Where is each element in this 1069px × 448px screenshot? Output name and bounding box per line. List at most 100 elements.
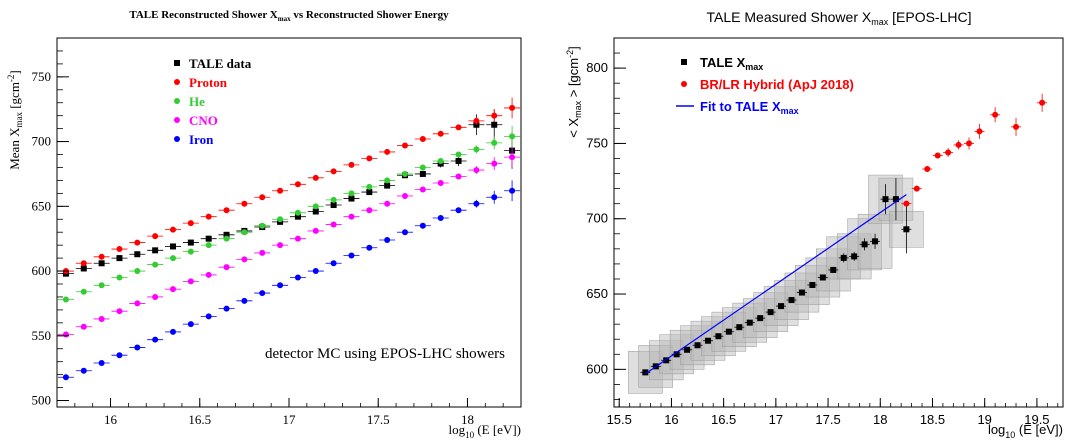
data-point xyxy=(455,158,462,164)
data-point xyxy=(259,194,266,201)
data-point xyxy=(509,187,516,194)
data-point xyxy=(966,140,973,147)
ylabel-main: Mean X xyxy=(7,127,22,170)
data-point xyxy=(205,271,212,278)
data-point xyxy=(384,236,391,243)
data-point xyxy=(277,187,284,194)
data-point xyxy=(152,261,159,268)
ylabel-subscript: max xyxy=(14,112,24,128)
data-point xyxy=(509,133,516,140)
data-point xyxy=(134,300,141,307)
legend-label-subscript: max xyxy=(781,106,799,116)
fit-line xyxy=(644,194,907,375)
data-point xyxy=(152,247,159,254)
data-point xyxy=(663,357,670,364)
legend-label: He xyxy=(189,94,205,109)
data-point xyxy=(330,202,337,209)
data-point xyxy=(152,233,159,240)
data-point xyxy=(366,155,373,162)
series-proton xyxy=(57,97,521,275)
data-point xyxy=(778,303,785,310)
data-point xyxy=(80,367,87,374)
series-fit-to-tale-x-max xyxy=(644,194,907,375)
data-point xyxy=(116,308,123,315)
data-point xyxy=(491,112,498,119)
series-he xyxy=(57,126,521,303)
data-point xyxy=(116,274,123,281)
y-tick-label: 550 xyxy=(32,328,52,343)
x-tick-label: 15.5 xyxy=(607,412,632,427)
data-point xyxy=(736,324,743,331)
data-point xyxy=(402,192,408,199)
data-point xyxy=(455,151,462,158)
x-tick-label: 18 xyxy=(461,412,474,427)
x-tick-label: 16 xyxy=(664,412,678,427)
data-point xyxy=(945,149,952,156)
data-point xyxy=(294,181,301,188)
data-point xyxy=(152,293,159,300)
data-point xyxy=(455,207,462,214)
data-point xyxy=(903,226,910,233)
ylabel-unit-pre: > [gcm xyxy=(566,58,581,101)
ylabel-subscript: max xyxy=(573,100,583,118)
x-tick-label: 18 xyxy=(873,412,887,427)
data-point xyxy=(419,186,426,193)
data-point xyxy=(992,111,999,118)
data-point xyxy=(205,213,212,220)
data-point xyxy=(1039,99,1046,106)
legend-marker xyxy=(174,136,180,142)
y-tick-label: 700 xyxy=(32,134,52,149)
ylabel-unit-post: ] xyxy=(566,46,581,50)
data-point xyxy=(491,194,498,201)
ylabel-unit-pre: [gcm xyxy=(7,82,22,112)
data-point xyxy=(830,266,837,273)
title-rest: [EPOS-LHC] xyxy=(888,9,971,25)
chart-panel-1: TALE Reconstructed Shower Xmax vs Recons… xyxy=(6,9,522,440)
data-point xyxy=(187,239,194,246)
legend-label: BR/LR Hybrid (ApJ 2018) xyxy=(700,77,854,92)
data-point xyxy=(934,152,941,159)
x-tick-label: 16 xyxy=(104,412,118,427)
series-iron xyxy=(57,180,521,381)
data-point xyxy=(384,182,391,189)
data-point xyxy=(187,248,194,255)
data-point xyxy=(455,124,462,131)
data-point xyxy=(205,242,212,249)
data-point xyxy=(955,141,962,148)
data-point xyxy=(330,168,337,175)
data-point xyxy=(437,130,444,137)
y-tick-label: 600 xyxy=(586,361,608,376)
data-point xyxy=(437,214,444,221)
legend-label: TALE data xyxy=(189,56,252,71)
data-point xyxy=(419,222,426,229)
legend-label: Fit to TALE Xmax xyxy=(700,99,799,116)
y-tick-label: 700 xyxy=(586,211,608,226)
data-point xyxy=(491,160,498,167)
y-tick-label: 800 xyxy=(586,60,608,75)
title-main: TALE Reconstructed Shower X xyxy=(129,9,277,21)
data-point xyxy=(152,336,159,343)
data-point xyxy=(223,207,230,214)
data-point xyxy=(903,200,910,207)
x-tick-label: 19 xyxy=(977,412,991,427)
series-br-lr-hybrid-apj-2018- xyxy=(901,93,1048,207)
data-point xyxy=(725,328,732,335)
legend-label-subscript: max xyxy=(745,62,763,72)
data-point xyxy=(312,227,319,234)
data-point xyxy=(98,315,105,322)
data-point xyxy=(419,170,426,177)
chart-title: TALE Reconstructed Shower Xmax vs Recons… xyxy=(129,9,449,23)
data-point xyxy=(402,170,408,177)
legend-label-main: BR/LR Hybrid (ApJ 2018) xyxy=(700,77,854,92)
data-point xyxy=(366,207,373,214)
data-point xyxy=(509,104,516,111)
data-point xyxy=(348,252,355,259)
data-point xyxy=(170,243,176,250)
data-point xyxy=(694,342,701,349)
data-point xyxy=(366,189,373,196)
data-point xyxy=(98,253,105,260)
ylabel-pre: < X xyxy=(566,118,581,138)
x-tick-label: 16.5 xyxy=(711,412,736,427)
data-point xyxy=(976,128,983,135)
chart-panel-2: TALE Measured Shower Xmax [EPOS-LHC]15.5… xyxy=(565,9,1064,440)
